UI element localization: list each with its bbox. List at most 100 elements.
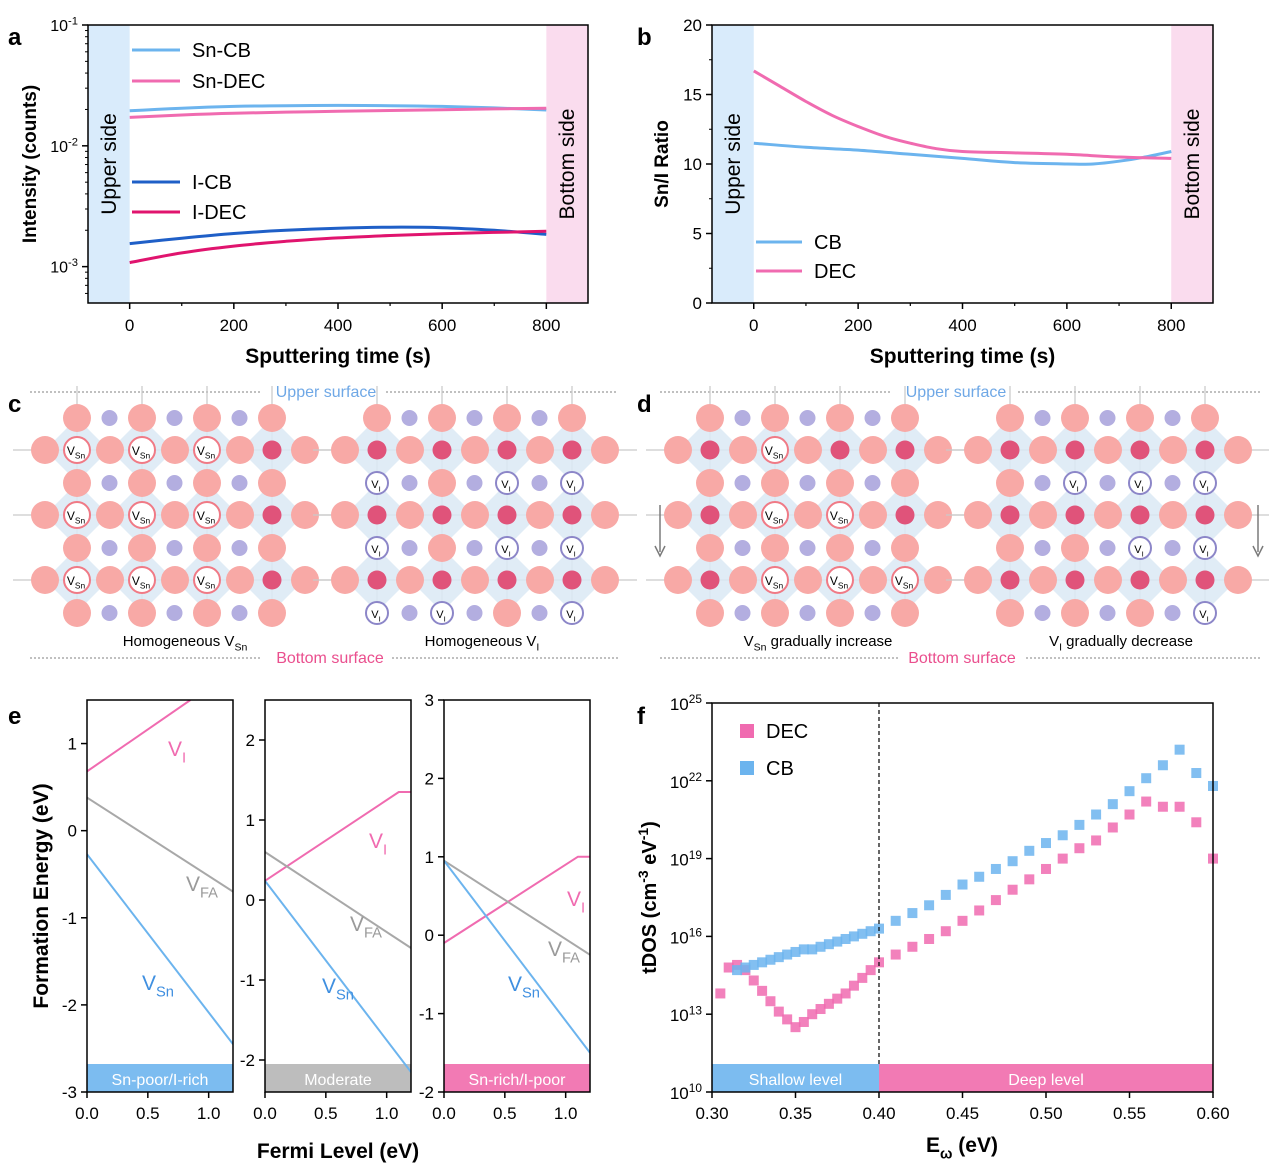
- sn-vacancy-label: VSn: [67, 574, 86, 591]
- data-point-DEC: [857, 972, 868, 983]
- series-line-VI: [265, 791, 411, 882]
- x-site-anion: [664, 436, 692, 464]
- a-site-cation: [166, 605, 183, 621]
- data-point-DEC: [1141, 796, 1152, 807]
- a-site-cation: [231, 475, 248, 491]
- upper-side-band: [712, 25, 754, 303]
- legend-label: DEC: [814, 261, 856, 283]
- a-site-cation: [531, 410, 548, 426]
- b-site-cation: [432, 505, 452, 525]
- data-point-DEC: [1174, 801, 1185, 812]
- b-site-cation: [1130, 505, 1150, 525]
- data-point-CB: [732, 965, 743, 976]
- shallow-level-band: [712, 1064, 879, 1092]
- y-tick-label: 2: [425, 769, 434, 788]
- upper-side-label: Upper side: [98, 113, 121, 215]
- i-vacancy: [1193, 536, 1217, 560]
- b-site-cation: [367, 440, 387, 460]
- x-site-anion: [1159, 436, 1187, 464]
- x-site-anion: [1029, 566, 1057, 594]
- x-tick-label: 0: [125, 316, 134, 335]
- x-site-anion: [591, 436, 619, 464]
- data-point-DEC: [1091, 835, 1102, 846]
- data-point-DEC: [1107, 822, 1118, 833]
- a-site-cation: [466, 605, 483, 621]
- x-site-anion: [1224, 436, 1252, 464]
- x-site-anion: [396, 501, 424, 529]
- sn-vacancy-label: VSn: [765, 444, 784, 461]
- x-site-anion: [891, 599, 919, 627]
- x-site-anion: [1159, 501, 1187, 529]
- x-site-anion: [591, 566, 619, 594]
- x-site-anion: [1029, 436, 1057, 464]
- b-site-cation: [830, 440, 850, 460]
- x-site-anion: [128, 599, 156, 627]
- y-tick-label: 1: [425, 848, 434, 867]
- x-tick-label: 0.50: [1029, 1104, 1062, 1123]
- data-point-DEC: [1041, 863, 1051, 874]
- data-point-CB: [1074, 819, 1085, 830]
- data-point-DEC: [1024, 874, 1035, 885]
- upper-surface-label: Upper surface: [276, 384, 377, 401]
- deep-level-band: [879, 1064, 1213, 1092]
- x-site-anion: [526, 501, 554, 529]
- x-site-anion: [331, 436, 359, 464]
- x-site-anion: [258, 599, 286, 627]
- i-vacancy: [365, 536, 389, 560]
- y-tick-label: 10: [683, 155, 702, 174]
- bottom-side-band: [1171, 25, 1213, 303]
- y-tick-label: -2: [240, 1051, 255, 1070]
- x-site-anion: [31, 501, 59, 529]
- bottom-side-band: [546, 25, 588, 303]
- data-point-DEC: [757, 985, 768, 996]
- x-site-anion: [128, 469, 156, 497]
- series-line-VI: [444, 855, 590, 944]
- a-site-cation: [231, 605, 248, 621]
- y-tick-label: 1: [246, 811, 255, 830]
- y-tick-label: 1022: [670, 770, 703, 792]
- x-tick-label: 1.0: [554, 1104, 578, 1123]
- y-tick-label: -1: [419, 1005, 434, 1024]
- panel-label-d: d: [637, 391, 652, 418]
- data-point-DEC: [732, 959, 743, 970]
- x-site-anion: [1224, 501, 1252, 529]
- x-site-anion: [291, 566, 319, 594]
- x-tick-label: 1.0: [375, 1104, 399, 1123]
- series-line-VI: [87, 700, 191, 773]
- plot-frame: [711, 24, 1214, 304]
- b-site-cation: [262, 505, 282, 525]
- x-site-anion: [1061, 404, 1089, 432]
- i-vacancy: [365, 471, 389, 495]
- upper-surface-label: Upper surface: [906, 384, 1007, 401]
- condition-band-label: Sn-rich/I-poor: [469, 1072, 567, 1089]
- a-site-cation: [1099, 605, 1116, 621]
- a-site-cation: [531, 475, 548, 491]
- i-vacancy-label: VI: [1069, 479, 1078, 493]
- plot-frame: [443, 699, 591, 1093]
- y-tick-label: 10-1: [50, 16, 78, 35]
- i-vacancy: [495, 536, 519, 560]
- b-site-cation: [562, 570, 582, 590]
- data-point-CB: [1024, 845, 1035, 856]
- a-site-cation: [101, 410, 118, 426]
- i-vacancy-label: VI: [566, 479, 575, 493]
- a-site-cation: [231, 410, 248, 426]
- x-site-anion: [891, 534, 919, 562]
- condition-band: [265, 1064, 411, 1092]
- x-site-anion: [859, 436, 887, 464]
- legend-label: CB: [814, 232, 842, 254]
- a-site-cation: [1034, 540, 1051, 556]
- a-site-cation: [466, 540, 483, 556]
- panel-b: Upper side Bottom side 0 200 400 600 800 0 5 10 15…: [637, 16, 1214, 368]
- x-site-anion: [729, 436, 757, 464]
- sn-vacancy: [761, 436, 789, 464]
- a-site-cation: [1034, 605, 1051, 621]
- panel-f: Shallow level Deep level 0.30 0.35 0.40 0.45 0…: [635, 692, 1230, 1162]
- b-site-cation: [1000, 505, 1020, 525]
- b-site-cation: [367, 570, 387, 590]
- data-point-DEC: [773, 1006, 784, 1017]
- gradient-arrow-head: [1252, 545, 1264, 558]
- upper-side-band: [88, 25, 130, 303]
- i-vacancy-label: VI: [371, 609, 380, 623]
